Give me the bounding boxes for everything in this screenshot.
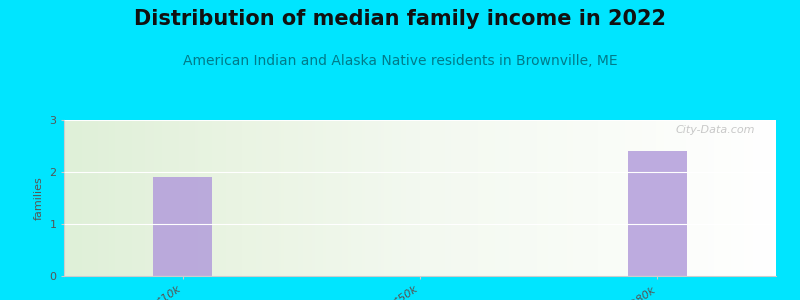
Y-axis label: families: families	[34, 176, 44, 220]
Text: Distribution of median family income in 2022: Distribution of median family income in …	[134, 9, 666, 29]
Text: American Indian and Alaska Native residents in Brownville, ME: American Indian and Alaska Native reside…	[182, 54, 618, 68]
Text: City-Data.com: City-Data.com	[675, 125, 754, 135]
Bar	[153, 177, 212, 276]
Bar	[628, 151, 687, 276]
